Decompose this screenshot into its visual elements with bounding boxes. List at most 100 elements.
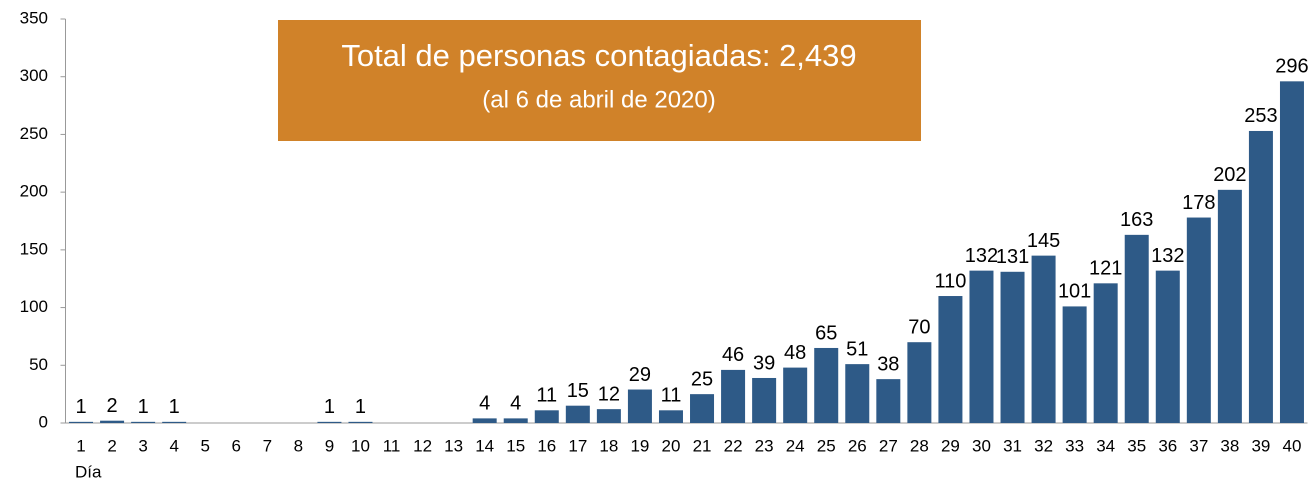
value-label: 12 (598, 383, 620, 405)
bar (845, 364, 870, 423)
value-label: 25 (691, 368, 713, 390)
x-tick-label: 17 (568, 436, 587, 455)
x-tick-label: 10 (351, 436, 370, 455)
bar (534, 410, 559, 423)
value-label: 4 (479, 393, 490, 415)
x-tick-label: 26 (848, 436, 867, 455)
value-label: 2 (107, 395, 118, 417)
x-tick-label: 8 (294, 436, 303, 455)
value-label: 121 (1089, 258, 1122, 280)
value-label: 178 (1182, 192, 1215, 214)
value-label: 4 (510, 393, 521, 415)
bar (721, 369, 746, 423)
x-tick-label: 20 (662, 436, 681, 455)
x-tick-label: 1 (76, 436, 85, 455)
x-tick-label: 38 (1220, 436, 1239, 455)
x-tick-label: 33 (1065, 436, 1084, 455)
value-label: 46 (722, 344, 744, 366)
x-tick-label: 25 (817, 436, 836, 455)
x-tick-label: 4 (169, 436, 178, 455)
value-label: 51 (846, 338, 868, 360)
bar (876, 379, 901, 423)
x-tick-label: 22 (724, 436, 743, 455)
bar (907, 342, 932, 423)
bar (658, 410, 683, 423)
x-tick-label: 6 (232, 436, 241, 455)
bar (162, 421, 187, 423)
y-tick-label: 0 (39, 412, 48, 431)
bar (1279, 81, 1304, 424)
x-tick-label: 23 (755, 436, 774, 455)
x-tick-label: 37 (1189, 436, 1208, 455)
x-tick-label: 11 (383, 436, 401, 455)
y-tick-label: 200 (20, 182, 48, 201)
bar (317, 421, 342, 423)
bar (503, 418, 528, 423)
bar (348, 421, 373, 423)
x-tick-label: 9 (325, 436, 334, 455)
bar (938, 296, 963, 423)
y-tick-label: 150 (20, 239, 48, 258)
value-label: 70 (908, 316, 930, 338)
value-label: 38 (877, 353, 899, 375)
value-label: 15 (567, 380, 589, 402)
bar (1093, 283, 1118, 423)
value-label: 145 (1027, 230, 1060, 252)
x-tick-label: 16 (537, 436, 556, 455)
x-tick-label: 31 (1003, 436, 1022, 455)
x-tick-label: 19 (630, 436, 649, 455)
x-tick-label: 7 (263, 436, 272, 455)
bar (1031, 255, 1056, 423)
bar (131, 421, 156, 423)
bar (69, 421, 94, 423)
y-tick-label: 250 (20, 124, 48, 143)
value-label: 1 (355, 396, 366, 418)
x-tick-label: 35 (1127, 436, 1146, 455)
x-tick-label: 2 (107, 436, 116, 455)
bar (1217, 189, 1242, 423)
bar (690, 394, 715, 423)
x-tick-label: 32 (1034, 436, 1053, 455)
bar (1062, 306, 1087, 423)
bar (1155, 270, 1180, 423)
value-label: 65 (815, 322, 837, 344)
x-tick-label: 13 (444, 436, 463, 455)
value-label: 163 (1120, 209, 1153, 231)
bar (1248, 130, 1273, 424)
bar (1000, 271, 1025, 423)
bar (814, 347, 839, 423)
annotation-box (278, 20, 921, 141)
value-label: 11 (536, 385, 557, 407)
value-label: 48 (784, 342, 806, 364)
value-label: 29 (629, 364, 651, 386)
value-label: 296 (1275, 56, 1308, 78)
value-label: 101 (1058, 281, 1091, 303)
x-tick-label: 36 (1158, 436, 1177, 455)
x-tick-label: 27 (879, 436, 898, 455)
x-tick-label: 39 (1251, 436, 1270, 455)
x-tick-label: 3 (138, 436, 147, 455)
value-label: 1 (75, 396, 86, 418)
x-tick-label: 18 (599, 436, 618, 455)
x-tick-label: 12 (413, 436, 432, 455)
x-tick-label: 28 (910, 436, 929, 455)
x-tick-label: 5 (200, 436, 209, 455)
value-label: 132 (965, 245, 998, 267)
value-label: 132 (1151, 245, 1184, 267)
bar (969, 270, 994, 423)
y-tick-label: 50 (29, 355, 48, 374)
bar (472, 418, 497, 423)
y-tick-label: 100 (20, 297, 48, 316)
y-tick-label: 350 (20, 8, 48, 27)
bar (1186, 217, 1211, 423)
value-label: 253 (1244, 105, 1277, 127)
x-tick-label: 21 (693, 436, 712, 455)
value-label: 1 (169, 396, 180, 418)
x-tick-label: 24 (786, 436, 805, 455)
chart-title: Total de personas contagiadas: 2,439 (341, 38, 856, 73)
bar (565, 405, 590, 423)
bar (596, 409, 621, 423)
bar (783, 367, 808, 423)
x-tick-label: 14 (475, 436, 494, 455)
